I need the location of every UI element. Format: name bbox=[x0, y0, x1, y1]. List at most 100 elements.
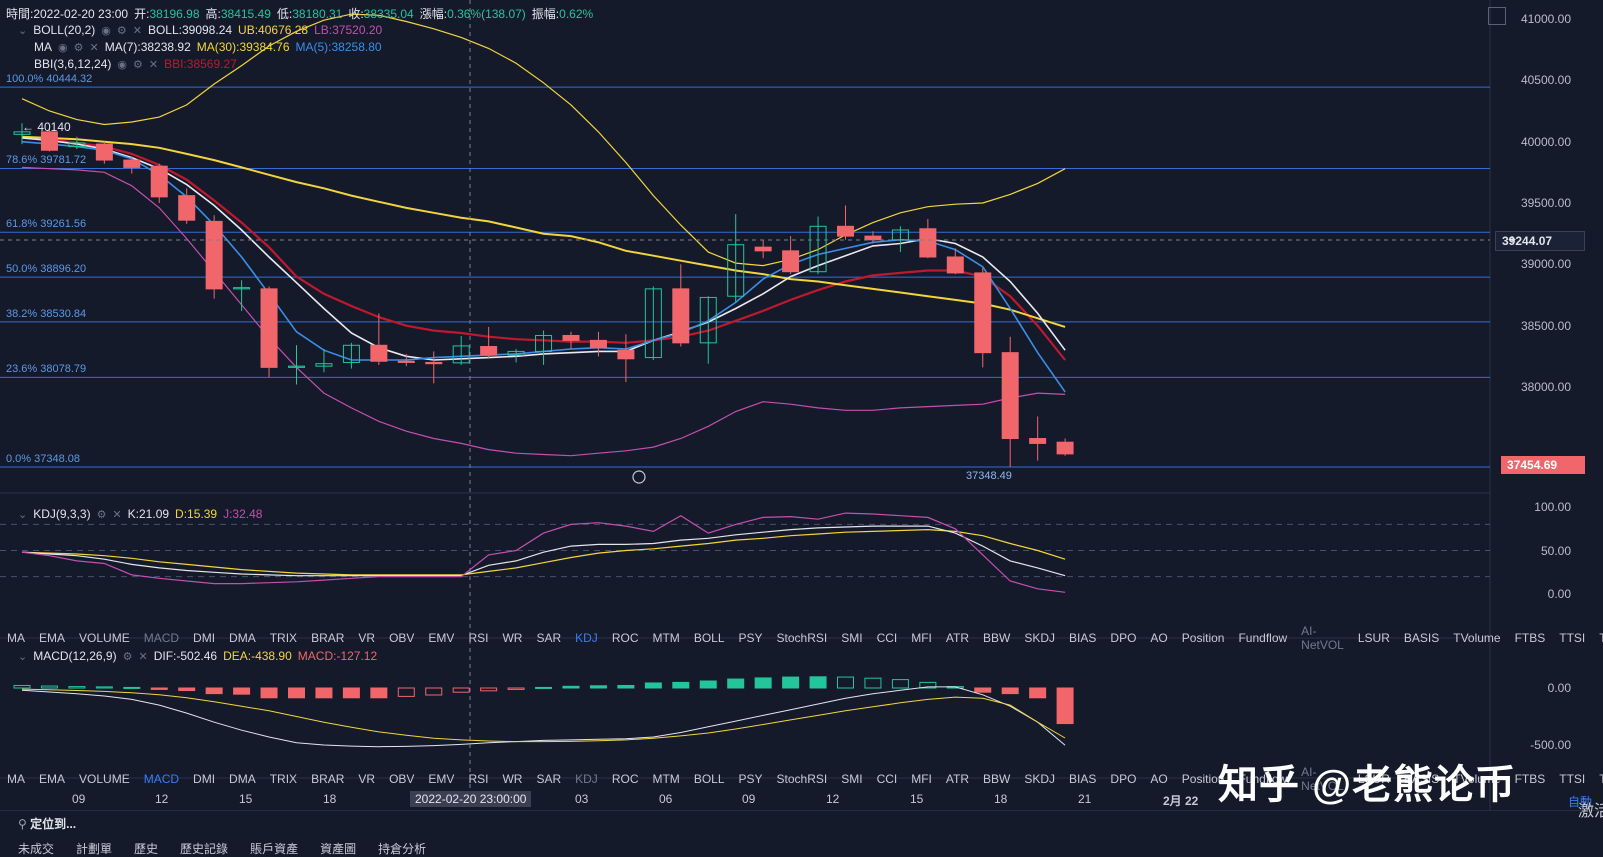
tab-ttsi[interactable]: TTSI bbox=[1559, 772, 1586, 786]
tab-stochrsi[interactable]: StochRSI bbox=[776, 772, 828, 786]
tab-brar[interactable]: BRAR bbox=[311, 631, 345, 645]
tab-position[interactable]: Position bbox=[1181, 631, 1225, 645]
tab-trix[interactable]: TRIX bbox=[269, 631, 298, 645]
tab-wr[interactable]: WR bbox=[502, 631, 523, 645]
tab-mfi[interactable]: MFI bbox=[911, 772, 932, 786]
footer-tab[interactable]: 歷史記錄 bbox=[180, 842, 229, 856]
tab-ttsi[interactable]: TTSI bbox=[1559, 631, 1586, 645]
tab-ao[interactable]: AO bbox=[1150, 631, 1168, 645]
collapse-icon[interactable]: ⌄ bbox=[18, 650, 28, 663]
tab-obv[interactable]: OBV bbox=[389, 772, 415, 786]
tab-dpo[interactable]: DPO bbox=[1110, 631, 1137, 645]
tab-macd[interactable]: MACD bbox=[143, 631, 180, 645]
tab-ai-netvol[interactable]: AI-NetVOL bbox=[1301, 624, 1344, 652]
tab-ema[interactable]: EMA bbox=[39, 631, 66, 645]
tab-boll[interactable]: BOLL bbox=[693, 631, 725, 645]
tab-smi[interactable]: SMI bbox=[841, 772, 863, 786]
tab-kdj[interactable]: KDJ bbox=[575, 772, 598, 786]
tab-mfi[interactable]: MFI bbox=[911, 631, 932, 645]
collapse-icon[interactable]: ⌄ bbox=[18, 24, 28, 37]
tab-trix[interactable]: TRIX bbox=[269, 772, 298, 786]
close-icon[interactable]: ✕ bbox=[112, 508, 122, 521]
tab-ftbs[interactable]: FTBS bbox=[1514, 631, 1546, 645]
tab-volume[interactable]: VOLUME bbox=[79, 772, 130, 786]
gear-icon[interactable]: ⚙ bbox=[133, 58, 143, 71]
indicator-tabs-top[interactable]: MA EMA VOLUME MACD DMI DMA TRIX BRAR VR OBV EMV RSI… bbox=[0, 624, 1603, 652]
tab-atr[interactable]: ATR bbox=[945, 631, 970, 645]
tab-bbw[interactable]: BBW bbox=[983, 772, 1011, 786]
tab-volume[interactable]: VOLUME bbox=[79, 631, 130, 645]
macd-legend[interactable]: ⌄ MACD(12,26,9) ⚙ ✕ DIF:-502.46 DEA:-438.… bbox=[18, 649, 377, 663]
tab-tvolume[interactable]: TVolume bbox=[1453, 631, 1501, 645]
crosshair-plus-icon[interactable]: + bbox=[1508, 231, 1517, 247]
tab-cci[interactable]: CCI bbox=[876, 631, 898, 645]
eye-icon[interactable]: ◉ bbox=[101, 24, 111, 37]
tab-bbw[interactable]: BBW bbox=[983, 631, 1011, 645]
footer-tab[interactable]: 歷史 bbox=[134, 842, 159, 856]
tab-cci[interactable]: CCI bbox=[876, 772, 898, 786]
tab-psy[interactable]: PSY bbox=[738, 772, 763, 786]
tab-ao[interactable]: AO bbox=[1150, 772, 1168, 786]
tab-bias[interactable]: BIAS bbox=[1069, 772, 1097, 786]
eye-icon[interactable]: ◉ bbox=[117, 58, 127, 71]
collapse-icon[interactable]: ⌄ bbox=[18, 508, 28, 521]
tab-sar[interactable]: SAR bbox=[536, 772, 562, 786]
boll-legend[interactable]: ⌄ BOLL(20,2) ◉ ⚙ ✕ BOLL:39098.24 UB:40676.… bbox=[18, 23, 382, 37]
tab-emv[interactable]: EMV bbox=[428, 631, 455, 645]
footer-tab[interactable]: 資產圖 bbox=[320, 842, 357, 856]
tab-lsur[interactable]: LSUR bbox=[1357, 772, 1390, 786]
footer-tab[interactable]: 賬戶資產 bbox=[250, 842, 299, 856]
close-icon[interactable]: ✕ bbox=[138, 650, 148, 663]
tab-boll[interactable]: BOLL bbox=[693, 772, 725, 786]
fullscreen-icon[interactable] bbox=[1488, 7, 1506, 25]
tab-ma[interactable]: MA bbox=[7, 631, 25, 645]
tab-ma[interactable]: MA bbox=[7, 772, 25, 786]
footer-tab[interactable]: 計劃單 bbox=[76, 842, 113, 856]
tab-vr[interactable]: VR bbox=[358, 772, 376, 786]
tab-roc[interactable]: ROC bbox=[611, 772, 639, 786]
tab-roc[interactable]: ROC bbox=[611, 631, 639, 645]
auto-scale-button[interactable]: 自動 bbox=[1568, 795, 1593, 809]
tab-mtm[interactable]: MTM bbox=[652, 772, 680, 786]
tab-ai-netvol[interactable]: AI-NetVOL bbox=[1301, 765, 1344, 793]
tab-atr[interactable]: ATR bbox=[945, 772, 970, 786]
close-icon[interactable]: ✕ bbox=[132, 24, 142, 37]
kdj-legend[interactable]: ⌄ KDJ(9,3,3) ⚙ ✕ K:21.09 D:15.39 J:32.48 bbox=[18, 507, 262, 521]
tab-tvolume[interactable]: TVolume bbox=[1453, 772, 1501, 786]
tab-bias[interactable]: BIAS bbox=[1069, 631, 1097, 645]
tab-stochrsi[interactable]: StochRSI bbox=[776, 631, 828, 645]
close-icon[interactable]: ✕ bbox=[89, 41, 99, 54]
tab-rsi[interactable]: RSI bbox=[468, 772, 489, 786]
tab-rsi[interactable]: RSI bbox=[468, 631, 489, 645]
tab-vr[interactable]: VR bbox=[358, 631, 376, 645]
gear-icon[interactable]: ⚙ bbox=[96, 508, 107, 521]
footer-tabs[interactable]: 未成交 計劃單 歷史 歷史記錄 賬戶資產 資產圖 持倉分析 bbox=[18, 840, 426, 857]
tab-emv[interactable]: EMV bbox=[428, 772, 455, 786]
tab-dmi[interactable]: DMI bbox=[193, 631, 216, 645]
tab-skdj[interactable]: SKDJ bbox=[1024, 631, 1056, 645]
tab-mtm[interactable]: MTM bbox=[652, 631, 680, 645]
ma-legend[interactable]: MA ◉ ⚙ ✕ MA(7):38238.92 MA(30):39384.76 MA… bbox=[34, 40, 382, 54]
tab-ftbs[interactable]: FTBS bbox=[1514, 772, 1546, 786]
tab-brar[interactable]: BRAR bbox=[311, 772, 345, 786]
close-icon[interactable]: ✕ bbox=[148, 58, 159, 71]
tab-skdj[interactable]: SKDJ bbox=[1024, 772, 1056, 786]
tab-ttmu[interactable]: TTMU bbox=[1599, 772, 1603, 786]
tab-dmi[interactable]: DMI bbox=[193, 772, 216, 786]
tab-basis[interactable]: BASIS bbox=[1403, 772, 1440, 786]
eye-icon[interactable]: ◉ bbox=[58, 41, 68, 54]
tab-basis[interactable]: BASIS bbox=[1403, 631, 1440, 645]
tab-psy[interactable]: PSY bbox=[738, 631, 763, 645]
bbi-legend[interactable]: BBI(3,6,12,24) ◉ ⚙ ✕ BBI:38569.27 bbox=[34, 57, 237, 71]
gear-icon[interactable]: ⚙ bbox=[122, 650, 133, 663]
tab-ttmu[interactable]: TTMU bbox=[1599, 631, 1603, 645]
tab-dma[interactable]: DMA bbox=[229, 631, 256, 645]
tab-sar[interactable]: SAR bbox=[536, 631, 562, 645]
tab-lsur[interactable]: LSUR bbox=[1357, 631, 1390, 645]
tab-smi[interactable]: SMI bbox=[841, 631, 863, 645]
locate-button[interactable]: ⚲ 定位到... bbox=[18, 817, 77, 831]
tab-fundflow[interactable]: Fundflow bbox=[1238, 772, 1288, 786]
tab-ema[interactable]: EMA bbox=[39, 772, 66, 786]
tab-obv[interactable]: OBV bbox=[389, 631, 415, 645]
